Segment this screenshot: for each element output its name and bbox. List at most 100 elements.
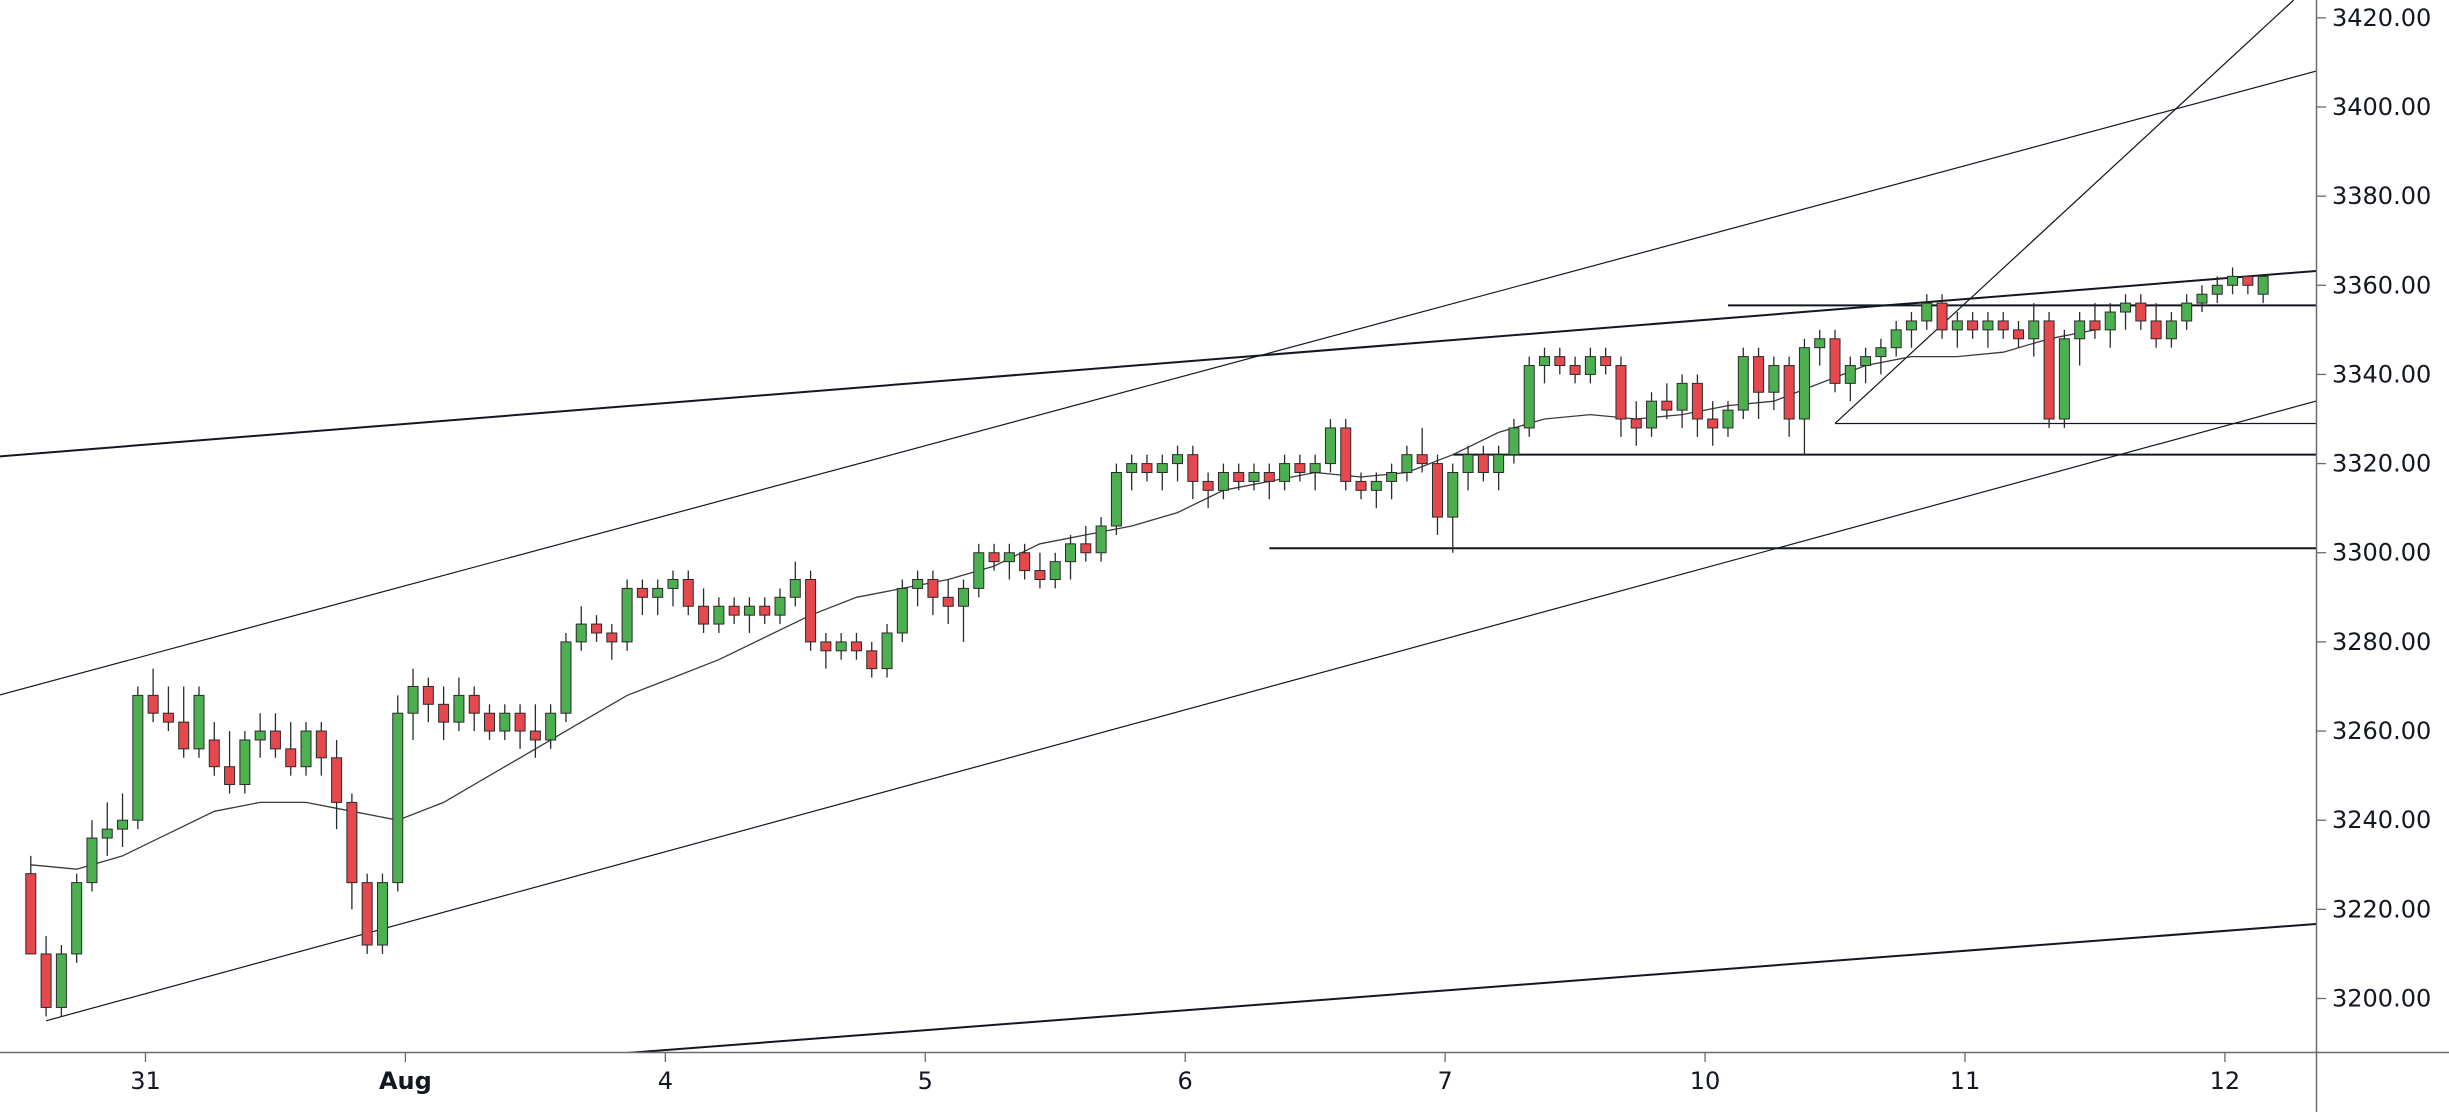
candle-body-up (376, 882, 388, 946)
candle-body-up (896, 587, 908, 634)
candle-body-down (514, 712, 526, 732)
candle (606, 624, 618, 660)
candle (1905, 312, 1917, 348)
candle (591, 615, 603, 642)
candle (86, 820, 98, 892)
candle-body-up (912, 578, 924, 589)
candle (896, 579, 908, 642)
candle (1248, 463, 1260, 491)
candle-body-down (1661, 400, 1673, 411)
candle-body-up (1217, 472, 1229, 491)
candle (315, 722, 327, 776)
candle-body-up (1890, 329, 1902, 349)
candle-body-down (1630, 418, 1642, 429)
candle (147, 668, 159, 723)
candle-body-up (1370, 480, 1382, 491)
candle (1707, 401, 1719, 446)
x-tick-label: 31 (130, 1067, 161, 1095)
candle (346, 793, 358, 910)
candle-body-up (1860, 356, 1872, 367)
candle-body-down (147, 694, 159, 714)
x-tick-label: 6 (1178, 1067, 1193, 1095)
candle (636, 579, 648, 616)
candle-body-down (1997, 320, 2009, 331)
candle-body-up (55, 953, 67, 1008)
candle (499, 704, 511, 740)
candle (743, 597, 755, 633)
candle-body-up (1049, 561, 1061, 580)
candle-body-up (1126, 463, 1138, 474)
candle-body-up (1951, 320, 1963, 331)
candle-body-up (2257, 275, 2269, 295)
candle (1110, 463, 1122, 535)
candle (1462, 445, 1474, 491)
candle-body-down (315, 730, 327, 759)
candle-body-up (2058, 338, 2070, 420)
candle (1997, 312, 2009, 339)
candle-body-down (1615, 365, 1627, 420)
candle (682, 570, 694, 616)
candle (1355, 472, 1367, 500)
candle (2013, 320, 2024, 348)
candle-body-down (1233, 472, 1245, 482)
candle-body-up (1875, 347, 1887, 358)
candle (1370, 472, 1382, 509)
candle-body-down (636, 587, 648, 598)
candle (1508, 419, 1520, 464)
y-tick-label: 3300.00 (2332, 539, 2431, 567)
candle-body-down (1355, 480, 1367, 491)
y-tick-label: 3260.00 (2332, 717, 2431, 745)
candle-body-up (101, 828, 113, 839)
candle-body-up (1523, 365, 1535, 429)
x-tick-label: 10 (1690, 1067, 1721, 1095)
candle (1783, 356, 1795, 437)
candle (1141, 454, 1153, 482)
candle-body-down (1569, 365, 1581, 375)
candle-body-down (1783, 365, 1795, 420)
candle-body-up (2028, 320, 2040, 340)
trendline-2 (0, 70, 2316, 696)
candle-body-up (407, 685, 419, 714)
candle-body-up (621, 587, 633, 643)
y-tick-label: 3280.00 (2332, 628, 2431, 656)
candle-body-up (1309, 463, 1321, 474)
candle (575, 606, 587, 651)
candle (1768, 356, 1780, 411)
candle (1431, 454, 1443, 535)
candle (514, 704, 526, 749)
candle (1753, 347, 1765, 420)
candle (468, 686, 480, 732)
candle (1967, 312, 1979, 339)
candle-body-down (606, 632, 618, 643)
candle (285, 722, 297, 776)
trendline-9 (1834, 0, 2295, 424)
candle (392, 695, 404, 892)
candle-body-down (682, 578, 694, 607)
candle-body-up (1508, 427, 1520, 456)
candle-body-down (178, 721, 190, 750)
candle-body-down (1936, 302, 1948, 331)
candle-body-down (438, 703, 450, 723)
candle (1844, 356, 1856, 402)
candle (2257, 275, 2269, 304)
candle-body-down (1416, 454, 1428, 465)
candle-body-up (1798, 347, 1810, 420)
candle-body-down (1263, 472, 1275, 482)
candle (988, 543, 1000, 571)
candle (1049, 552, 1061, 589)
candle-body-down (1753, 356, 1765, 393)
candle-body-up (545, 712, 557, 741)
candle-body-up (392, 712, 404, 884)
candle (1539, 347, 1551, 384)
candle (101, 802, 113, 856)
candle-body-up (1539, 356, 1551, 367)
candle (759, 597, 771, 625)
candle-body-down (2013, 329, 2024, 340)
candle-body-down (208, 739, 220, 768)
candle-body-up (2120, 302, 2132, 313)
y-tick-label: 3220.00 (2332, 895, 2431, 923)
candle (1798, 338, 1810, 455)
candle-body-up (453, 694, 465, 723)
